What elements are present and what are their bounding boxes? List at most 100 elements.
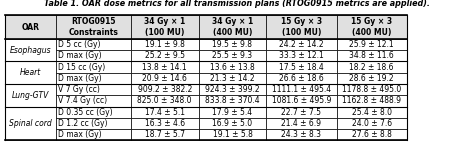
Text: 18.7 ± 5.7: 18.7 ± 5.7 [145, 130, 185, 139]
Text: 25.5 ± 9.3: 25.5 ± 9.3 [212, 51, 253, 60]
Bar [199, 39, 266, 50]
Bar [199, 61, 266, 73]
Bar [199, 84, 266, 95]
Text: 1081.6 ± 495.9: 1081.6 ± 495.9 [272, 96, 331, 105]
Text: 1162.8 ± 488.9: 1162.8 ± 488.9 [342, 96, 401, 105]
Bar [266, 39, 337, 50]
Text: 21.4 ± 6.9: 21.4 ± 6.9 [282, 119, 321, 128]
Bar [199, 95, 266, 107]
Bar [199, 73, 266, 84]
Bar [56, 107, 131, 118]
Text: D 5 cc (Gy): D 5 cc (Gy) [58, 40, 100, 49]
Bar [131, 39, 199, 50]
Text: 25.2 ± 9.5: 25.2 ± 9.5 [145, 51, 185, 60]
Text: Heart: Heart [20, 68, 41, 77]
Bar [131, 95, 199, 107]
Text: 28.6 ± 19.2: 28.6 ± 19.2 [349, 74, 394, 83]
Bar [56, 61, 131, 73]
Text: 13.8 ± 14.1: 13.8 ± 14.1 [142, 63, 187, 72]
Text: 20.9 ± 14.6: 20.9 ± 14.6 [142, 74, 187, 83]
Text: 17.9 ± 5.4: 17.9 ± 5.4 [212, 108, 253, 117]
Text: D 0.35 cc (Gy): D 0.35 cc (Gy) [58, 108, 112, 117]
Bar [337, 84, 407, 95]
Bar [266, 15, 337, 39]
Bar [131, 118, 199, 129]
Text: Lung-GTV: Lung-GTV [12, 91, 49, 100]
Bar [56, 129, 131, 140]
Text: 924.3 ± 399.2: 924.3 ± 399.2 [205, 85, 260, 94]
Bar [266, 118, 337, 129]
Bar [56, 118, 131, 129]
Text: 34 Gy × 1
(100 MU): 34 Gy × 1 (100 MU) [144, 17, 185, 37]
Text: 26.6 ± 18.6: 26.6 ± 18.6 [279, 74, 324, 83]
Bar [131, 129, 199, 140]
Text: 16.9 ± 5.0: 16.9 ± 5.0 [212, 119, 253, 128]
Text: 825.0 ± 348.0: 825.0 ± 348.0 [137, 96, 192, 105]
Text: 1178.8 ± 495.0: 1178.8 ± 495.0 [342, 85, 401, 94]
Text: 833.8 ± 370.4: 833.8 ± 370.4 [205, 96, 260, 105]
Text: 22.7 ± 7.5: 22.7 ± 7.5 [282, 108, 321, 117]
Bar [56, 39, 131, 50]
Text: Esophagus: Esophagus [9, 46, 51, 55]
Text: 34 Gy × 1
(400 MU): 34 Gy × 1 (400 MU) [212, 17, 253, 37]
Bar [337, 39, 407, 50]
Bar [131, 15, 199, 39]
Bar [199, 107, 266, 118]
Text: OAR: OAR [21, 22, 39, 32]
Text: D max (Gy): D max (Gy) [58, 74, 101, 83]
Bar [5, 61, 56, 84]
Bar [5, 84, 56, 107]
Text: V 7 Gy (cc): V 7 Gy (cc) [58, 85, 100, 94]
Bar [266, 73, 337, 84]
Text: D 15 cc (Gy): D 15 cc (Gy) [58, 63, 105, 72]
Bar [131, 61, 199, 73]
Bar [266, 61, 337, 73]
Text: 15 Gy × 3
(400 MU): 15 Gy × 3 (400 MU) [351, 17, 392, 37]
Text: 24.3 ± 8.3: 24.3 ± 8.3 [282, 130, 321, 139]
Text: 19.1 ± 5.8: 19.1 ± 5.8 [212, 130, 253, 139]
Bar [266, 84, 337, 95]
Bar [56, 15, 131, 39]
Bar [56, 95, 131, 107]
Bar [337, 95, 407, 107]
Text: 17.4 ± 5.1: 17.4 ± 5.1 [145, 108, 185, 117]
Text: 19.5 ± 9.8: 19.5 ± 9.8 [212, 40, 253, 49]
Bar [56, 50, 131, 61]
Bar [131, 107, 199, 118]
Text: 25.9 ± 12.1: 25.9 ± 12.1 [349, 40, 394, 49]
Text: 18.2 ± 18.6: 18.2 ± 18.6 [349, 63, 394, 72]
Text: 19.1 ± 9.8: 19.1 ± 9.8 [145, 40, 185, 49]
Bar [5, 107, 56, 140]
Text: 24.0 ± 7.6: 24.0 ± 7.6 [352, 119, 392, 128]
Text: D max (Gy): D max (Gy) [58, 51, 101, 60]
Bar [337, 61, 407, 73]
Text: RTOG0915
Constraints: RTOG0915 Constraints [68, 17, 118, 37]
Text: V 7.4 Gy (cc): V 7.4 Gy (cc) [58, 96, 107, 105]
Bar [337, 73, 407, 84]
Bar [56, 84, 131, 95]
Bar [337, 50, 407, 61]
Bar [131, 84, 199, 95]
Text: 1111.1 ± 495.4: 1111.1 ± 495.4 [272, 85, 331, 94]
Text: Spinal cord: Spinal cord [9, 119, 52, 128]
Text: 27.6 ± 8.8: 27.6 ± 8.8 [352, 130, 392, 139]
Bar [199, 15, 266, 39]
Bar [199, 129, 266, 140]
Bar [266, 95, 337, 107]
Text: 15 Gy × 3
(100 MU): 15 Gy × 3 (100 MU) [281, 17, 322, 37]
Bar [337, 118, 407, 129]
Bar [337, 129, 407, 140]
Bar [199, 118, 266, 129]
Text: Table 1. OAR dose metrics for all transmission plans (RTOG0915 metrics are appli: Table 1. OAR dose metrics for all transm… [44, 0, 430, 8]
Bar [5, 39, 56, 61]
Bar [56, 73, 131, 84]
Text: 17.5 ± 18.4: 17.5 ± 18.4 [279, 63, 324, 72]
Bar [131, 50, 199, 61]
Bar [266, 107, 337, 118]
Text: 34.8 ± 11.6: 34.8 ± 11.6 [349, 51, 394, 60]
Text: 25.4 ± 8.0: 25.4 ± 8.0 [352, 108, 392, 117]
Bar [199, 50, 266, 61]
Text: 13.6 ± 13.8: 13.6 ± 13.8 [210, 63, 255, 72]
Bar [337, 15, 407, 39]
Text: 909.2 ± 382.2: 909.2 ± 382.2 [137, 85, 192, 94]
